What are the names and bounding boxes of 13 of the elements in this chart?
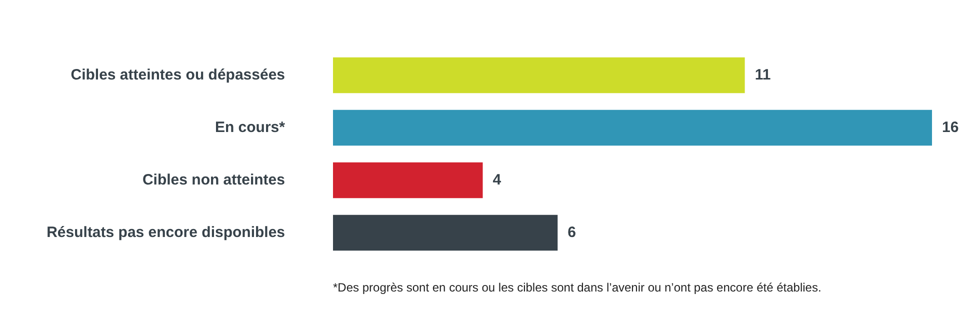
bar [333,162,483,198]
bar [333,214,558,251]
data-label: 16 [942,118,959,136]
y-tick-label: Cibles non atteintes [142,171,285,188]
y-tick-label: En cours* [214,118,286,136]
y-tick-label: Résultats pas encore disponibles [46,224,285,241]
data-label: 4 [492,171,502,188]
text: *Des progrès sont en cours ou les cibles sont dans l’avenir ou n’ont pas encore été établies. [333,280,822,294]
data-label: 6 [568,224,576,241]
y-tick-label: Cibles atteintes ou dépassées [70,66,285,84]
bar [333,57,745,94]
bar [333,110,932,146]
data-label: 11 [754,66,771,84]
